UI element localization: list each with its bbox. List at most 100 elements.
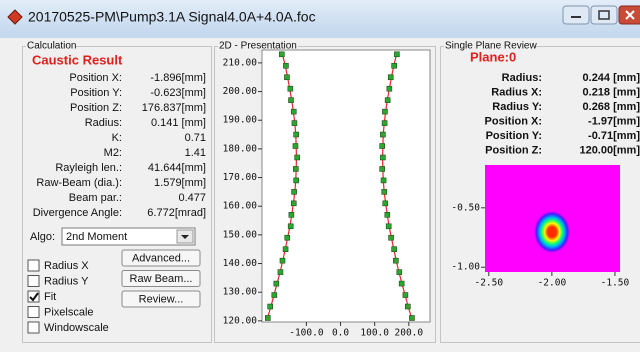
data-point	[294, 132, 299, 137]
checkbox[interactable]	[28, 276, 39, 287]
window-title: 20170525-PM\Pump3.1A Signal4.0A+4.0A.foc	[28, 9, 316, 25]
data-point	[383, 201, 388, 206]
button-label: Advanced...	[132, 252, 190, 264]
row-value: 0.477	[178, 192, 206, 204]
y-tick-label: 180.00	[223, 143, 258, 154]
data-point	[399, 281, 404, 286]
data-point	[284, 75, 289, 80]
data-point	[393, 258, 398, 263]
minimize-button[interactable]	[563, 6, 589, 24]
x-tick-label: -2.00	[538, 278, 567, 289]
data-point	[387, 86, 392, 91]
row-label: Beam par.:	[69, 192, 122, 204]
checkbox-label: Radius Y	[44, 275, 89, 287]
row-value: 0.268 [mm]	[583, 101, 640, 113]
row-value: 0.71	[185, 132, 206, 144]
x-tick-label: -100.0	[289, 328, 324, 339]
section-heading: Caustic Result	[32, 52, 123, 67]
data-point	[293, 166, 298, 171]
data-point	[382, 121, 387, 126]
x-tick-label: -2.50	[474, 278, 503, 289]
y-tick-label: 170.00	[223, 172, 258, 183]
x-tick-label: 0.0	[332, 328, 349, 339]
data-point	[292, 189, 297, 194]
algo-label: Algo:	[30, 231, 55, 243]
row-value: 0.244 [mm]	[583, 72, 640, 84]
y-tick-label: 200.00	[223, 86, 258, 97]
y-tick-label: 150.00	[223, 229, 258, 240]
row-value: -1.896[mm]	[150, 72, 206, 84]
checkbox-label: Fit	[44, 291, 56, 303]
row-label: Position X:	[485, 115, 542, 127]
checkbox-label: Windowscale	[44, 322, 109, 334]
data-point	[289, 98, 294, 103]
row-label: Radius:	[502, 72, 542, 84]
data-point	[382, 189, 387, 194]
data-point	[280, 258, 285, 263]
checkbox-label: Radius X	[44, 260, 89, 272]
checkbox[interactable]	[28, 322, 39, 333]
data-point	[288, 224, 293, 229]
y-tick-label: 190.00	[223, 115, 258, 126]
row-label: Rayleigh len.:	[55, 162, 122, 174]
data-point	[380, 166, 385, 171]
x-tick-label: -1.50	[601, 278, 630, 289]
algo-value: 2nd Moment	[66, 231, 127, 243]
row-value: 6.772[mrad]	[147, 207, 206, 219]
y-tick-label: 140.00	[223, 258, 258, 269]
data-point	[283, 247, 288, 252]
maximize-button[interactable]	[591, 6, 617, 24]
group-title: Calculation	[27, 41, 76, 52]
data-point	[409, 315, 414, 320]
data-point	[279, 52, 284, 57]
checkbox-label: Pixelscale	[44, 306, 94, 318]
plot-area	[262, 50, 430, 322]
row-label: Position X:	[69, 72, 122, 84]
data-point	[265, 315, 270, 320]
data-point	[392, 63, 397, 68]
data-point	[403, 293, 408, 298]
data-point	[291, 201, 296, 206]
y-tick-label: -1.00	[451, 262, 480, 273]
row-value: -1.97[mm]	[588, 115, 640, 127]
button-label: Review...	[139, 293, 184, 305]
data-point	[293, 144, 298, 149]
data-point	[272, 293, 277, 298]
x-tick-label: 100.0	[360, 328, 389, 339]
frame	[0, 34, 640, 38]
row-value: -0.623[mm]	[150, 87, 206, 99]
data-point	[385, 98, 390, 103]
checkbox[interactable]	[28, 307, 39, 318]
data-point	[386, 224, 391, 229]
data-point	[382, 109, 387, 114]
row-label: M2:	[104, 147, 122, 159]
row-value: 0.218 [mm]	[583, 86, 640, 98]
data-point	[389, 235, 394, 240]
data-point	[380, 144, 385, 149]
data-point	[392, 247, 397, 252]
row-label: Radius Y:	[492, 101, 542, 113]
button-label: Raw Beam...	[130, 273, 193, 285]
row-value: 176.837[mm]	[142, 102, 206, 114]
row-label: Position Y:	[486, 130, 542, 142]
y-tick-label: 120.00	[223, 315, 258, 326]
row-value: 1.579[mm]	[154, 177, 206, 189]
data-point	[268, 304, 273, 309]
data-point	[405, 304, 410, 309]
data-point	[380, 155, 385, 160]
data-point	[274, 281, 279, 286]
data-point	[292, 121, 297, 126]
data-point	[385, 212, 390, 217]
row-value: 1.41	[185, 147, 206, 159]
data-point	[397, 270, 402, 275]
row-label: Divergence Angle:	[33, 207, 122, 219]
data-point	[283, 63, 288, 68]
row-label: Position Z:	[485, 144, 542, 156]
row-label: K:	[112, 132, 122, 144]
data-point	[278, 270, 283, 275]
data-point	[285, 235, 290, 240]
section-heading: Plane:0	[470, 49, 516, 64]
checkbox[interactable]	[28, 260, 39, 271]
data-point	[380, 132, 385, 137]
data-point	[388, 75, 393, 80]
